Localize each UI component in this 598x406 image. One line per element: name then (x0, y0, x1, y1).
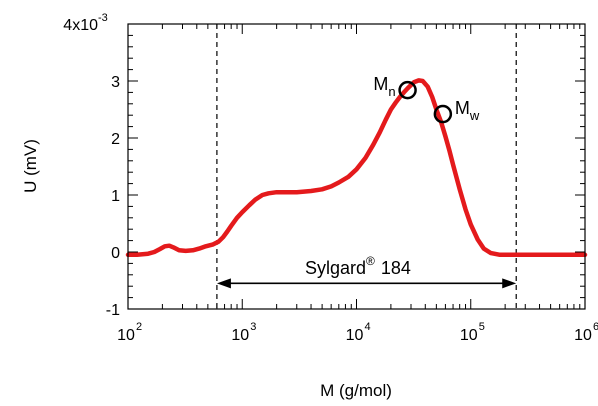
y-tick-label: 1 (111, 188, 120, 205)
y-axis-title: U (mV) (21, 139, 40, 193)
x-tick-exponent: 5 (479, 321, 485, 333)
x-tick-label: 10 (117, 327, 135, 344)
annotation-label-sub: n (388, 84, 395, 99)
x-tick-label: 10 (460, 327, 478, 344)
annotation-marker (398, 80, 417, 100)
x-tick-label: 10 (574, 327, 592, 344)
x-tick-label: 10 (231, 327, 249, 344)
annotation-marker (433, 104, 453, 124)
series-line (125, 78, 588, 258)
range-label-name: Sylgard (305, 258, 366, 278)
y-tick-label: 2 (111, 131, 120, 148)
range-arrow-head-left (216, 278, 231, 289)
x-tick-exponent: 2 (136, 321, 142, 333)
y-tick-label: 3 (111, 74, 120, 91)
annotation-label: Mn (373, 74, 395, 99)
range-label: Sylgard® 184 (305, 254, 411, 278)
range-arrow-head-right (502, 278, 517, 289)
x-tick-labels: 10 2 10 3 10 4 10 5 10 6 (117, 321, 598, 344)
range-arrow (216, 278, 517, 289)
plot-frame (127, 23, 586, 310)
y-tick-labels: -1 0 1 2 3 4x10 -3 (63, 12, 120, 319)
y-tick-label: 4x10 (63, 17, 98, 34)
range-label-suffix: 184 (381, 258, 411, 278)
y-tick-label: -1 (106, 302, 120, 319)
annotation-label-main: M (373, 74, 388, 94)
reference-lines (216, 24, 517, 309)
x-tick-exponent: 3 (250, 321, 256, 333)
range-label-sup: ® (366, 254, 375, 268)
x-tick-label: 10 (346, 327, 364, 344)
y-tick-exponent: -3 (98, 12, 108, 24)
annotation-label: Mw (455, 98, 480, 123)
x-tick-exponent: 4 (365, 321, 371, 333)
series-layer (125, 78, 588, 258)
annotation-label-sub: w (469, 108, 480, 123)
x-axis-title: M (g/mol) (320, 381, 392, 400)
y-tick-label: 0 (111, 245, 120, 262)
x-tick-exponent: 6 (593, 321, 598, 333)
annotation-label-main: M (455, 98, 470, 118)
